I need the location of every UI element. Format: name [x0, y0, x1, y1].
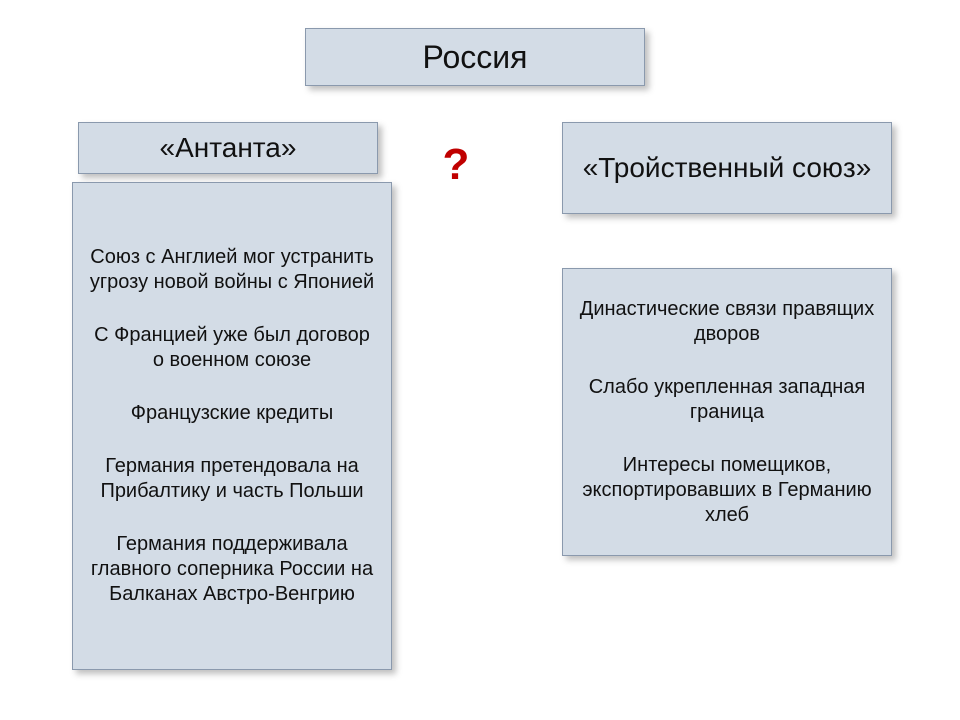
question-mark: ?	[436, 140, 476, 192]
left-content-box: Союз с Англией мог устранить угрозу ново…	[72, 182, 392, 670]
left-header-text: «Антанта»	[160, 132, 297, 164]
list-item: Слабо укрепленная западная граница	[577, 375, 877, 425]
right-header-text: «Тройственный союз»	[583, 152, 872, 184]
list-item: Интересы помещиков, экспортировавших в Г…	[577, 453, 877, 528]
right-header-box: «Тройственный союз»	[562, 122, 892, 214]
list-item: Германия поддерживала главного соперника…	[87, 532, 377, 607]
title-text: Россия	[423, 39, 528, 76]
list-item: Династические связи правящих дворов	[577, 297, 877, 347]
list-item: Французские кредиты	[131, 401, 333, 426]
title-box: Россия	[305, 28, 645, 86]
list-item: С Францией уже был договор о военном сою…	[87, 323, 377, 373]
list-item: Союз с Англией мог устранить угрозу ново…	[87, 245, 377, 295]
right-content-box: Династические связи правящих дворов Слабо…	[562, 268, 892, 556]
left-header-box: «Антанта»	[78, 122, 378, 174]
list-item: Германия претендовала на Прибалтику и ча…	[87, 454, 377, 504]
